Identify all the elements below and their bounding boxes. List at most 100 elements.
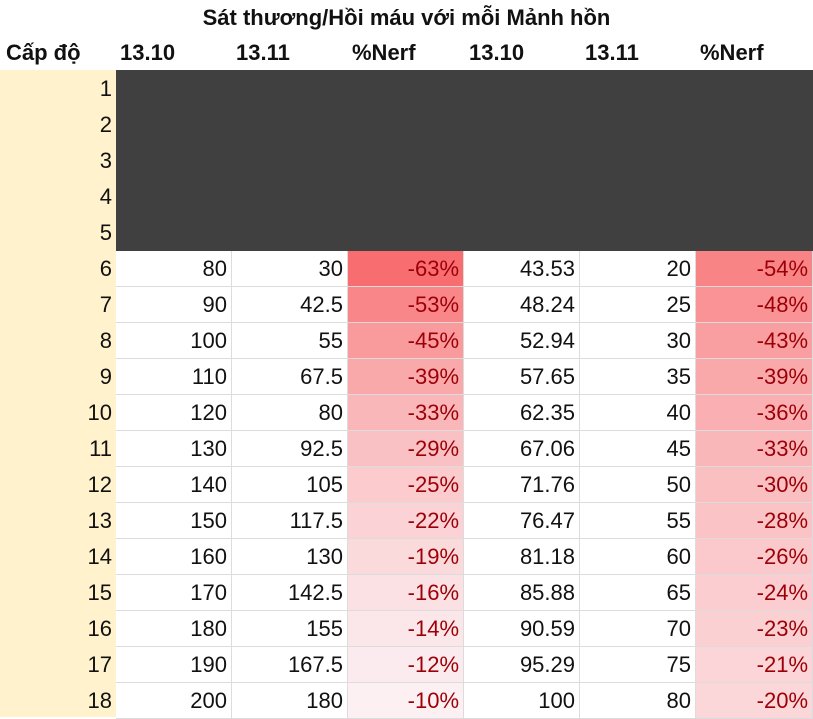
- cell-1311-heal: 75: [580, 647, 696, 683]
- level-cell: 5: [99, 220, 112, 245]
- cell-nerf-damage: -22%: [348, 503, 464, 539]
- level-cell: 18: [87, 688, 112, 713]
- header-level: Cấp độ: [6, 40, 81, 65]
- cell-nerf-heal: -36%: [696, 395, 813, 431]
- level-cell: 16: [87, 616, 112, 641]
- cell-nerf-heal: -23%: [696, 611, 813, 647]
- cell-nerf-damage: -29%: [348, 431, 464, 467]
- header-col-4: 13.10: [469, 40, 525, 65]
- cell-1310-heal: 85.88: [464, 575, 580, 611]
- level-cell: 11: [89, 436, 112, 461]
- cell-1310-damage: 190: [116, 647, 232, 683]
- cell-nerf-heal: -54%: [696, 251, 813, 287]
- cell-nerf-heal: -48%: [696, 287, 813, 323]
- cell-1311-heal: 20: [580, 251, 696, 287]
- cell-1311-damage: 155: [232, 611, 348, 647]
- cell-1310-heal: 76.47: [464, 503, 580, 539]
- cell-1310-damage: 150: [116, 503, 232, 539]
- cell-1310-damage: 90: [116, 287, 232, 323]
- cell-1310-damage: 100: [116, 323, 232, 359]
- header-col-5: 13.11: [585, 40, 639, 65]
- cell-1310-damage: 130: [116, 431, 232, 467]
- cell-nerf-damage: -14%: [348, 611, 464, 647]
- cell-1310-damage: 120: [116, 395, 232, 431]
- cell-nerf-heal: -26%: [696, 539, 813, 575]
- cell-1310-damage: 200: [116, 683, 232, 719]
- cell-1311-heal: 55: [580, 503, 696, 539]
- cell-1311-damage: 180: [232, 683, 348, 719]
- cell-nerf-damage: -19%: [348, 539, 464, 575]
- cell-nerf-damage: -16%: [348, 575, 464, 611]
- cell-1310-heal: 48.24: [464, 287, 580, 323]
- cell-1310-heal: 67.06: [464, 431, 580, 467]
- cell-1310-heal: 90.59: [464, 611, 580, 647]
- cell-nerf-heal: -33%: [696, 431, 813, 467]
- header-col-2: 13.11: [236, 40, 290, 65]
- cell-1310-damage: 140: [116, 467, 232, 503]
- level-cell: 3: [99, 148, 112, 173]
- cell-nerf-heal: -30%: [696, 467, 813, 503]
- level-cell: 12: [87, 472, 112, 497]
- level-cell: 4: [99, 184, 112, 209]
- cell-nerf-damage: -25%: [348, 467, 464, 503]
- cell-1311-heal: 80: [580, 683, 696, 719]
- level-cell: 15: [87, 580, 112, 605]
- cell-nerf-damage: -53%: [348, 287, 464, 323]
- cell-1311-heal: 45: [580, 431, 696, 467]
- table-title: Sát thương/Hồi máu với mỗi Mảnh hồn: [202, 5, 611, 30]
- cell-1310-heal: 43.53: [464, 251, 580, 287]
- cell-1311-damage: 55: [232, 323, 348, 359]
- cell-nerf-damage: -12%: [348, 647, 464, 683]
- cell-1311-damage: 92.5: [232, 431, 348, 467]
- cell-1310-damage: 180: [116, 611, 232, 647]
- cell-1311-heal: 70: [580, 611, 696, 647]
- level-cell: 7: [99, 292, 112, 317]
- cell-nerf-damage: -33%: [348, 395, 464, 431]
- cell-1310-heal: 81.18: [464, 539, 580, 575]
- cell-nerf-damage: -45%: [348, 323, 464, 359]
- header-col-1: 13.10: [120, 40, 176, 65]
- level-cell: 13: [87, 508, 112, 533]
- cell-1311-heal: 35: [580, 359, 696, 395]
- level-cell: 8: [99, 328, 112, 353]
- cell-nerf-damage: -39%: [348, 359, 464, 395]
- cell-1311-heal: 25: [580, 287, 696, 323]
- cell-1311-damage: 105: [232, 467, 348, 503]
- cell-1311-damage: 67.5: [232, 359, 348, 395]
- cell-1310-damage: 170: [116, 575, 232, 611]
- cell-nerf-heal: -43%: [696, 323, 813, 359]
- cell-1311-damage: 142.5: [232, 575, 348, 611]
- cell-1311-damage: 130: [232, 539, 348, 575]
- cell-1311-heal: 40: [580, 395, 696, 431]
- level-cell: 6: [99, 256, 112, 281]
- cell-1310-heal: 52.94: [464, 323, 580, 359]
- level-cell: 10: [87, 400, 112, 425]
- cell-nerf-heal: -28%: [696, 503, 813, 539]
- cell-1310-heal: 57.65: [464, 359, 580, 395]
- cell-nerf-damage: -63%: [348, 251, 464, 287]
- cell-1311-damage: 80: [232, 395, 348, 431]
- cell-nerf-heal: -39%: [696, 359, 813, 395]
- level-cell: 14: [87, 544, 112, 569]
- cell-1310-damage: 110: [116, 359, 232, 395]
- level-cell: 1: [99, 76, 112, 101]
- level-column-background: [0, 70, 116, 717]
- cell-1311-heal: 50: [580, 467, 696, 503]
- cell-1310-heal: 95.29: [464, 647, 580, 683]
- cell-1310-heal: 62.35: [464, 395, 580, 431]
- level-cell: 2: [99, 112, 112, 137]
- cell-1311-heal: 60: [580, 539, 696, 575]
- cell-nerf-heal: -24%: [696, 575, 813, 611]
- cell-1311-heal: 65: [580, 575, 696, 611]
- cell-1310-damage: 160: [116, 539, 232, 575]
- header-col-6: %Nerf: [700, 40, 764, 65]
- cell-nerf-heal: -21%: [696, 647, 813, 683]
- cell-1311-damage: 30: [232, 251, 348, 287]
- level-cell: 9: [99, 364, 112, 389]
- cell-1311-damage: 42.5: [232, 287, 348, 323]
- cell-nerf-heal: -20%: [696, 683, 813, 719]
- header-col-3: %Nerf: [352, 40, 416, 65]
- empty-levels-block: [116, 70, 813, 251]
- cell-1311-heal: 30: [580, 323, 696, 359]
